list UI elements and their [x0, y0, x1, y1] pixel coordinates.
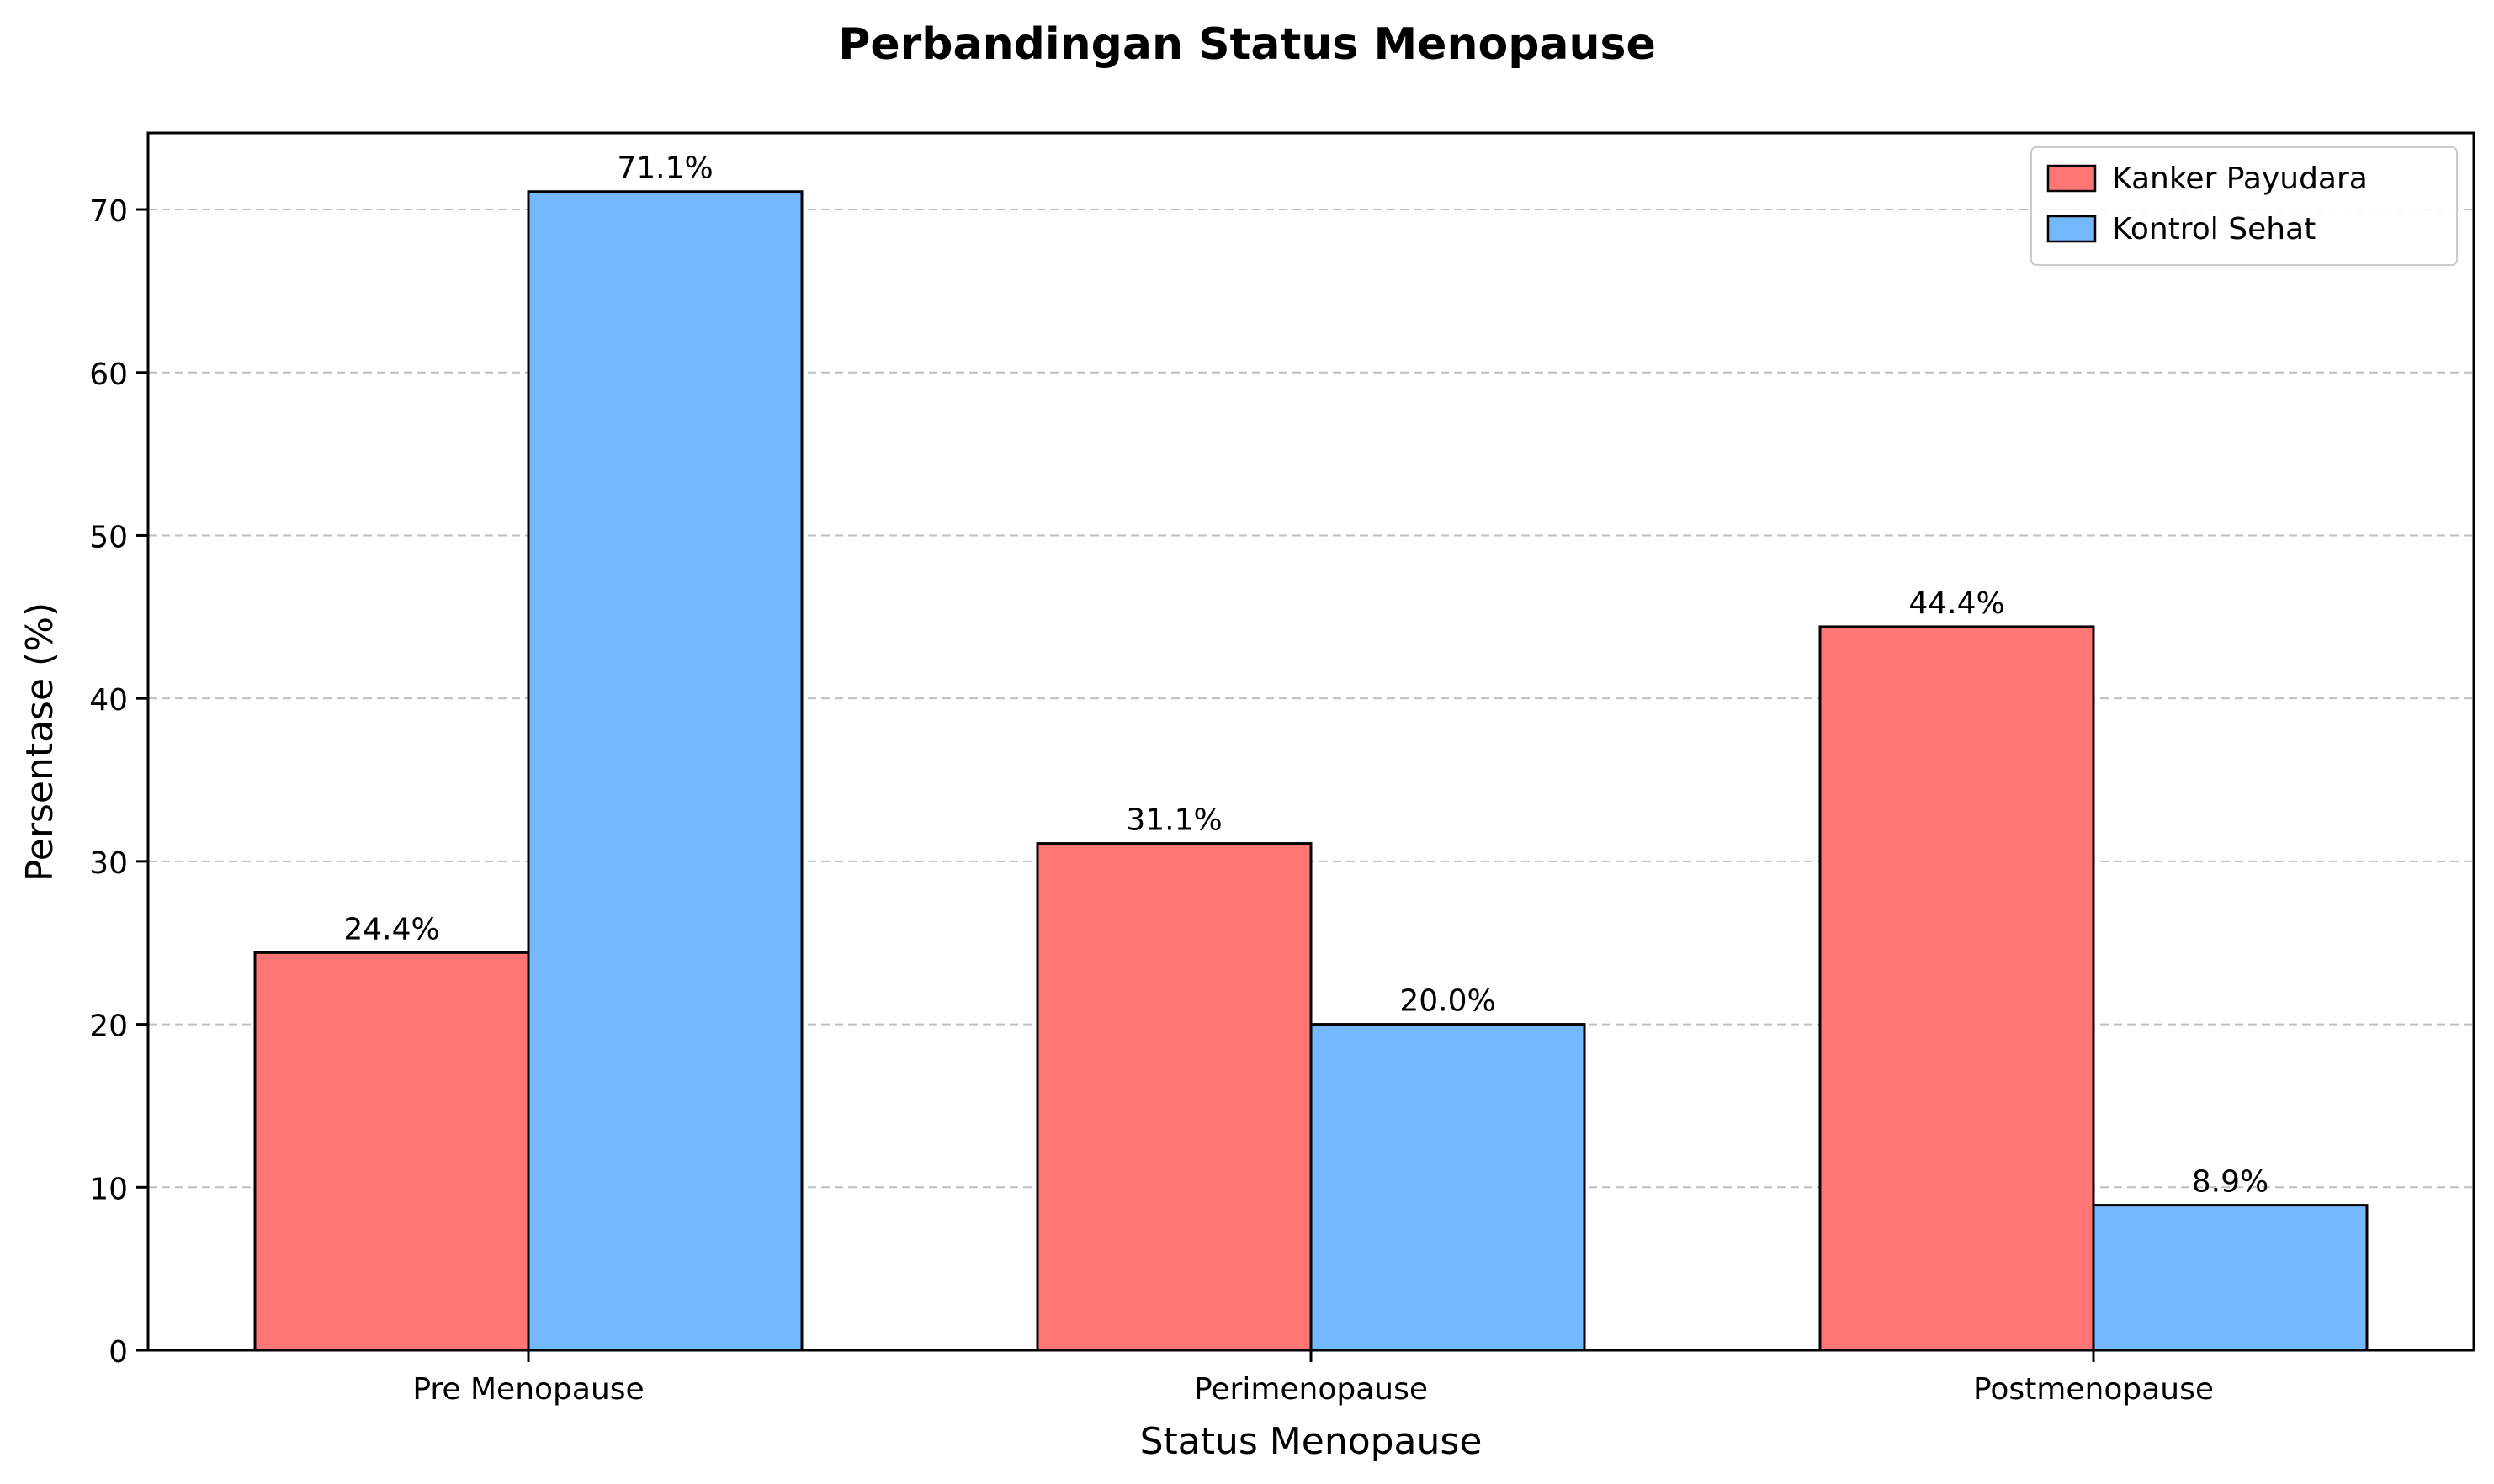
chart-title: Perbandingan Status Menopause	[838, 19, 1656, 70]
bar	[527, 190, 804, 1352]
y-axis: 0 10 20 30 40 50 60 70	[89, 194, 148, 1370]
bar	[2092, 1204, 2369, 1352]
y-tick-label: 70	[89, 194, 128, 229]
bar-value-label: 71.1%	[617, 151, 713, 186]
y-tick-label: 50	[89, 520, 128, 554]
bar	[1036, 842, 1313, 1352]
y-axis-label: Persentase (%)	[19, 602, 61, 882]
legend-swatch	[2046, 215, 2097, 243]
legend-swatch	[2046, 164, 2097, 193]
x-tick-label: Postmenopause	[1973, 1372, 2214, 1407]
legend-label: Kontrol Sehat	[2112, 212, 2316, 246]
x-tick-label: Pre Menopause	[412, 1372, 644, 1407]
bar-value-label: 31.1%	[1126, 803, 1222, 838]
bar	[1818, 625, 2095, 1352]
bar-value-label: 8.9%	[2192, 1165, 2268, 1200]
bar	[253, 951, 530, 1352]
bar	[1309, 1023, 1586, 1352]
bar-value-label: 44.4%	[1908, 586, 2004, 621]
y-tick-label: 0	[109, 1335, 128, 1370]
y-tick-label: 30	[89, 846, 128, 881]
x-axis: Pre Menopause Perimenopause Postmenopause	[412, 1350, 2214, 1407]
y-tick-label: 10	[89, 1172, 128, 1206]
bar-value-label: 20.0%	[1399, 984, 1495, 1019]
y-tick-label: 60	[89, 358, 128, 392]
bar-value-labels: 24.4% 71.1% 31.1% 20.0% 44.4% 8.9%	[343, 151, 2268, 1200]
legend-box	[2030, 146, 2458, 266]
bars	[253, 190, 2369, 1352]
legend: Kanker Payudara Kontrol Sehat	[2030, 146, 2458, 266]
y-tick-label: 40	[89, 683, 128, 718]
x-tick-label: Perimenopause	[1194, 1372, 1428, 1407]
legend-label: Kanker Payudara	[2112, 162, 2368, 196]
bar-value-label: 24.4%	[343, 912, 439, 946]
y-tick-label: 20	[89, 1010, 128, 1044]
x-axis-label: Status Menopause	[1140, 1420, 1483, 1463]
